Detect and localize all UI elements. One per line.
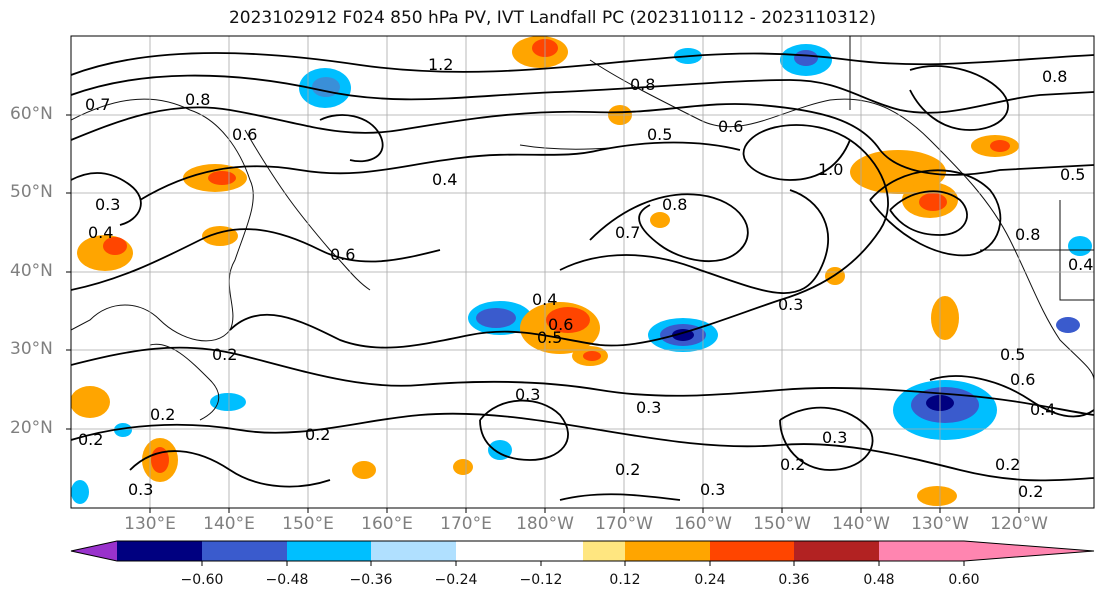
lon-label: 170°W: [595, 514, 653, 534]
contour-label: 0.8: [1015, 225, 1040, 244]
contour-label: 0.4: [432, 170, 457, 189]
lat-label: 40°N: [10, 261, 53, 281]
contour-label: 0.5: [1060, 165, 1085, 184]
contour-label: 0.2: [780, 455, 805, 474]
colorbar-bin: [541, 541, 583, 561]
colorbar-bin: [287, 541, 371, 561]
colorbar-bin: [794, 541, 879, 561]
lat-label: 50°N: [10, 182, 53, 202]
colorbar-bin: [583, 541, 625, 561]
colorbar-tick-label: 0.36: [778, 572, 810, 588]
contour-label: 0.3: [515, 385, 540, 404]
contour-label: 0.5: [537, 328, 562, 347]
colorbar-tick-label: −0.12: [519, 572, 563, 588]
contour-label: 0.8: [662, 195, 687, 214]
contour-labels: 1.2 0.8 0.7 0.6 0.8 0.5 0.6 0.4 1.0 0.3 …: [78, 55, 1093, 501]
contour-label: 1.2: [428, 55, 453, 74]
colorbar-bin: [117, 541, 202, 561]
colorbar-tick-label: 0.48: [863, 572, 895, 588]
colorbar-tick-label: 0.24: [694, 572, 726, 588]
lon-label: 140°E: [203, 514, 255, 534]
contour-label: 0.2: [995, 455, 1020, 474]
axis-ticks: [66, 114, 1020, 513]
contour-label: 0.6: [548, 315, 573, 334]
contour-label: 0.2: [615, 460, 640, 479]
contour-label: 0.6: [232, 125, 257, 144]
colorbar-bin: [625, 541, 710, 561]
contour-label: 0.2: [212, 345, 237, 364]
colorbar-tick-label: −0.60: [180, 572, 224, 588]
contour-label: 0.6: [1010, 370, 1035, 389]
pv-contours: [71, 52, 1094, 501]
contour-label: 0.3: [128, 480, 153, 499]
contour-label: 0.7: [615, 223, 640, 242]
lat-label: 20°N: [10, 418, 53, 438]
contour-label: 0.4: [532, 290, 557, 309]
lon-label: 140°W: [832, 514, 890, 534]
colorbar-tick-label: 0.60: [948, 572, 980, 588]
lon-label: 180°W: [516, 514, 574, 534]
lat-label: 60°N: [10, 104, 53, 124]
contour-label: 0.3: [778, 295, 803, 314]
colorbar-bin: [371, 541, 456, 561]
contour-label: 0.3: [95, 195, 120, 214]
colorbar-extend-low: [71, 541, 117, 561]
contour-label: 0.4: [1030, 400, 1055, 419]
colorbar-tick-label: 0.12: [609, 572, 641, 588]
contour-label: 0.5: [647, 125, 672, 144]
contour-label: 0.2: [305, 425, 330, 444]
colorbar-bin: [710, 541, 794, 561]
contour-label: 0.5: [1000, 345, 1025, 364]
colorbar-extend-high: [964, 541, 1094, 561]
colorbar-tick-label: −0.48: [265, 572, 309, 588]
contour-label: 0.6: [330, 245, 355, 264]
contour-label: 0.2: [1018, 482, 1043, 501]
colorbar: [70, 540, 1095, 566]
lon-label: 120°W: [990, 514, 1048, 534]
contour-label: 0.2: [78, 430, 103, 449]
colorbar-tick-label: −0.36: [349, 572, 393, 588]
contour-label: 0.4: [1068, 255, 1093, 274]
colorbar-bin: [202, 541, 287, 561]
lon-label: 130°E: [124, 514, 176, 534]
lon-label: 130°W: [911, 514, 969, 534]
lon-label: 170°E: [440, 514, 492, 534]
colorbar-bin: [456, 541, 541, 561]
contour-label: 0.3: [822, 428, 847, 447]
graticule: [71, 36, 1094, 508]
lon-label: 150°W: [753, 514, 811, 534]
contour-label: 0.6: [718, 117, 743, 136]
contour-label: 0.3: [636, 398, 661, 417]
contour-label: 0.7: [85, 95, 110, 114]
contour-label: 0.8: [630, 75, 655, 94]
lon-label: 160°W: [674, 514, 732, 534]
contour-label: 0.8: [185, 90, 210, 109]
contour-label: 0.3: [700, 480, 725, 499]
colorbar-bin: [879, 541, 964, 561]
contour-label: 0.4: [88, 223, 113, 242]
chart-title: 2023102912 F024 850 hPa PV, IVT Landfall…: [228, 8, 876, 28]
lon-label: 150°E: [282, 514, 334, 534]
lat-label: 30°N: [10, 339, 53, 359]
contour-label: 1.0: [818, 160, 843, 179]
lon-label: 160°E: [361, 514, 413, 534]
colorbar-tick-label: −0.24: [434, 572, 478, 588]
contour-label: 0.2: [150, 405, 175, 424]
contour-label: 0.8: [1042, 67, 1067, 86]
